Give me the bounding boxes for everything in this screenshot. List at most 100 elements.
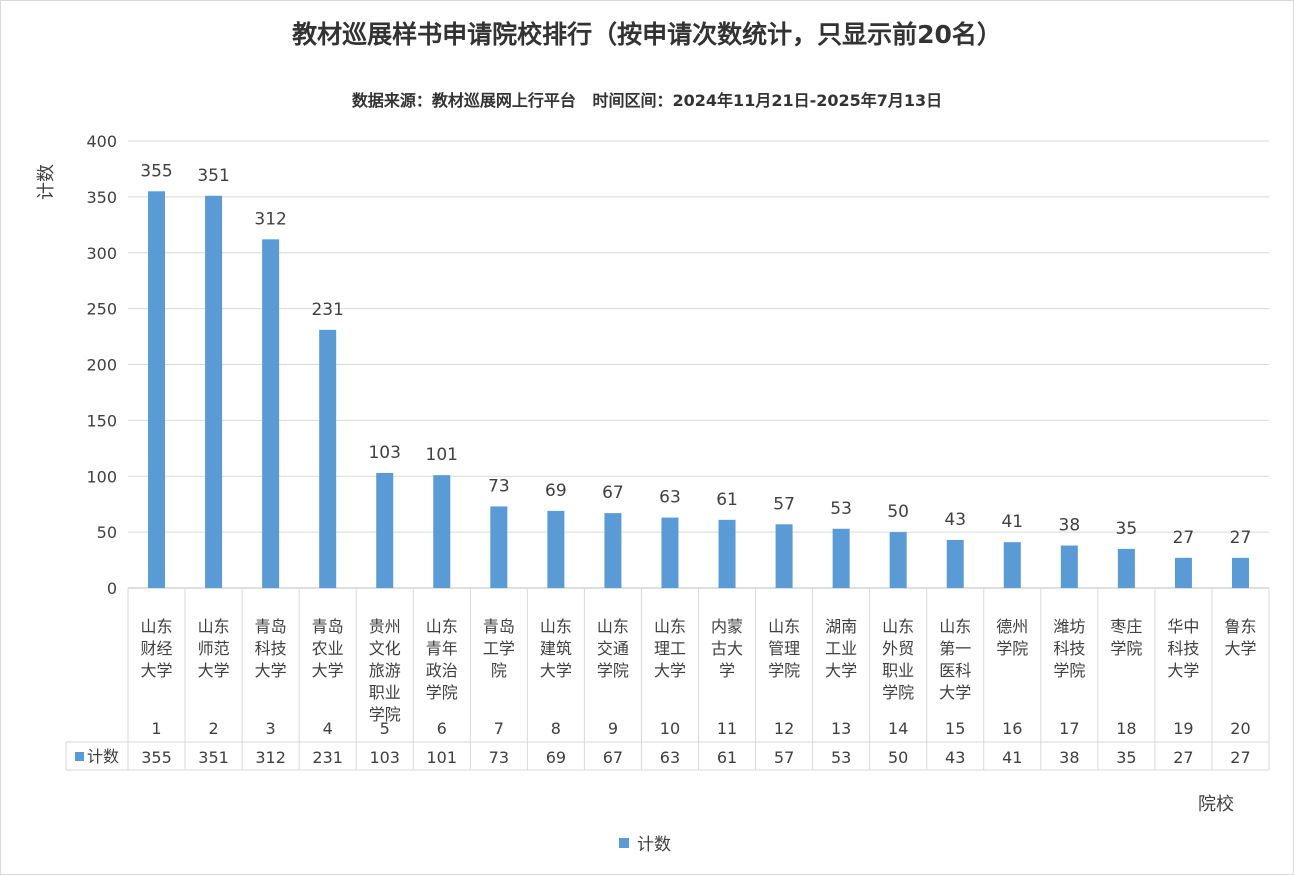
- data-label: 41: [1001, 512, 1023, 532]
- bar: [490, 506, 508, 588]
- legend: 计数: [619, 835, 671, 855]
- bar: [832, 528, 850, 588]
- category-label-line: 青岛: [483, 617, 515, 636]
- category-label-line: 德州: [996, 617, 1028, 636]
- table-value: 38: [1059, 748, 1079, 767]
- category-label-line: 大学: [540, 661, 572, 680]
- bar: [718, 519, 736, 588]
- table-value: 27: [1230, 748, 1250, 767]
- category-label-line: 山东: [882, 617, 914, 636]
- bar: [433, 475, 451, 588]
- category-rank: 6: [437, 719, 447, 738]
- category-label-line: 财经: [141, 639, 173, 658]
- category-label-line: 大学: [255, 661, 287, 680]
- table-series-name: 计数: [87, 747, 119, 766]
- chart-subtitle: 数据来源：教材巡展网上行平台 时间区间：2024年11月21日-2025年7月1…: [352, 91, 942, 110]
- category-label-line: 湖南: [825, 617, 857, 636]
- category-label-line: 旅游: [369, 661, 401, 680]
- data-label: 69: [545, 481, 567, 501]
- data-label: 231: [311, 300, 343, 320]
- bar: [604, 513, 622, 588]
- bar: [205, 195, 223, 588]
- y-tick-label: 400: [86, 132, 117, 151]
- y-tick-label: 300: [86, 244, 117, 263]
- category-label-line: 山东: [654, 617, 686, 636]
- category-label-line: 工学: [483, 639, 515, 658]
- table-value: 312: [255, 748, 286, 767]
- bar: [262, 239, 280, 588]
- category-rank: 7: [494, 719, 504, 738]
- category-label-line: 文化: [369, 639, 401, 658]
- chart-title: 教材巡展样书申请院校排行（按申请次数统计，只显示前20名）: [292, 20, 1002, 49]
- category-label-line: 外贸: [882, 639, 914, 658]
- category-label-line: 工业: [825, 639, 857, 658]
- table-value: 103: [369, 748, 400, 767]
- category-label-line: 枣庄: [1110, 617, 1142, 636]
- table-value: 69: [546, 748, 566, 767]
- category-label-line: 青岛: [312, 617, 344, 636]
- category-label-line: 山东: [426, 617, 458, 636]
- category-label-line: 第一: [939, 639, 971, 658]
- legend-swatch: [619, 838, 629, 848]
- category-label-line: 管理: [768, 639, 800, 658]
- data-label: 103: [368, 443, 400, 463]
- category-rank: 13: [831, 719, 851, 738]
- table-series-swatch: [75, 752, 84, 761]
- category-label-line: 师范: [198, 639, 230, 658]
- data-label: 101: [426, 445, 458, 465]
- data-label: 73: [488, 476, 510, 496]
- category-rank: 4: [323, 719, 333, 738]
- x-axis-label: 院校: [1198, 794, 1234, 815]
- category-rank: 18: [1116, 719, 1136, 738]
- bars: [148, 191, 1249, 588]
- category-label-line: 理工: [654, 639, 686, 658]
- category-rank: 15: [945, 719, 965, 738]
- data-label: 63: [659, 488, 681, 508]
- category-rank: 19: [1173, 719, 1193, 738]
- bar: [1117, 548, 1135, 588]
- bar: [775, 524, 793, 588]
- category-label-line: 学院: [996, 639, 1028, 658]
- category-label-line: 大学: [141, 661, 173, 680]
- category-rank: 14: [888, 719, 908, 738]
- category-label-line: 学院: [1053, 661, 1085, 680]
- category-rank: 1: [151, 719, 161, 738]
- category-label-line: 科技: [255, 639, 287, 658]
- data-labels: 355 351 312 231 103 101 73 69 67 63 61 57 53 50 43 41 38…: [140, 161, 1251, 548]
- category-label-line: 大学: [1224, 639, 1256, 658]
- data-label: 355: [140, 161, 172, 181]
- data-label: 312: [254, 209, 286, 229]
- category-rank: 17: [1059, 719, 1079, 738]
- category-label-line: 大学: [654, 661, 686, 680]
- category-label-line: 学院: [369, 705, 401, 724]
- category-label-line: 农业: [312, 639, 344, 658]
- table-value: 27: [1173, 748, 1193, 767]
- category-label-line: 山东: [597, 617, 629, 636]
- category-rank: 16: [1002, 719, 1022, 738]
- category-label-line: 华中: [1167, 617, 1199, 636]
- category-rank: 3: [266, 719, 276, 738]
- table-value: 351: [198, 748, 229, 767]
- category-label-line: 贵州: [369, 617, 401, 636]
- y-tick-label: 50: [97, 523, 117, 542]
- category-label-line: 山东: [198, 617, 230, 636]
- category-label-line: 学院: [768, 661, 800, 680]
- data-label: 351: [197, 166, 229, 186]
- category-label-line: 院: [491, 661, 507, 680]
- category-label-line: 内蒙: [711, 617, 743, 636]
- category-label-line: 山东: [768, 617, 800, 636]
- category-label-line: 科技: [1053, 639, 1085, 658]
- y-tick-label: 150: [86, 411, 117, 430]
- table-value: 43: [945, 748, 965, 767]
- bar: [547, 510, 565, 588]
- category-label-line: 职业: [369, 683, 401, 702]
- category-label-line: 青岛: [255, 617, 287, 636]
- category-rank: 5: [380, 719, 390, 738]
- y-axis-label: 计数: [36, 164, 57, 200]
- table-value: 101: [427, 748, 458, 767]
- table-value: 50: [888, 748, 908, 767]
- category-label-line: 学院: [426, 683, 458, 702]
- category-label-line: 建筑: [540, 639, 572, 658]
